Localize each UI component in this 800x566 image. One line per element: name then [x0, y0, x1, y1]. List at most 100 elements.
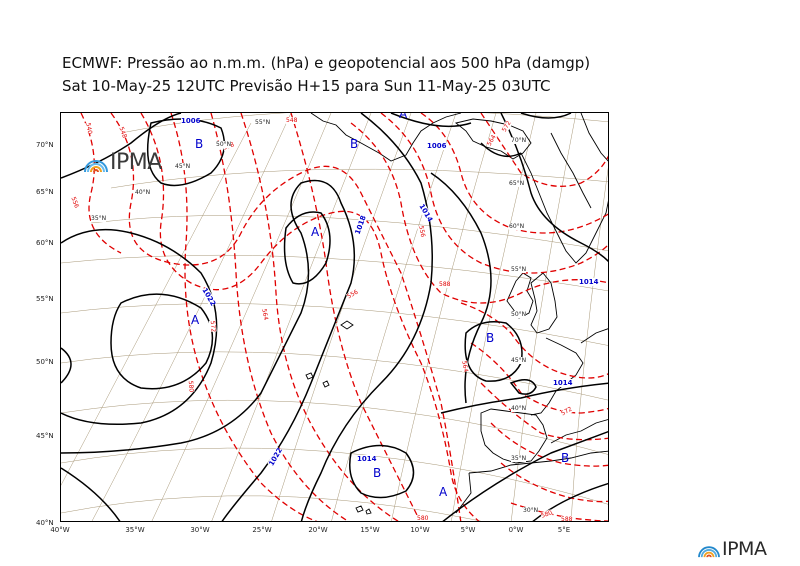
logo-text: IPMA: [110, 150, 162, 175]
geopotential-isoline: [350, 122, 608, 304]
pressure-center-low: B: [373, 466, 382, 480]
parallel-line: [120, 113, 608, 134]
isobar-line: [61, 347, 72, 384]
meridian-line: [271, 113, 412, 521]
geopotential-isoline: [80, 113, 122, 254]
isobar-label: 1014: [553, 379, 573, 387]
greenland-coast: [310, 113, 462, 162]
meridian-line: [451, 113, 537, 521]
lon-tick: 0°W: [508, 526, 524, 534]
weather-map: 1006 1014 1014 1014 1018 1022 1022 1006 …: [60, 112, 609, 522]
isobar-line: [509, 379, 537, 395]
parallel-line: [61, 495, 482, 521]
parallel-line: [61, 254, 608, 292]
geopotential-label: 548: [286, 117, 298, 124]
geopotential-isoline: [380, 113, 608, 274]
meridian-line: [331, 113, 457, 521]
isobar-line: [442, 430, 608, 521]
geopotential-isoline: [420, 113, 608, 234]
pressure-center-low: B: [486, 331, 495, 345]
grid-label-lat: 30°N: [523, 507, 539, 514]
grid-label-lat: 55°N: [511, 266, 527, 273]
scandinavia-coast: [520, 113, 608, 264]
grid-label-lat: 35°N: [511, 455, 527, 462]
grid-label-lat: 50°N: [216, 141, 232, 148]
europe-west-coast: [530, 328, 608, 416]
isobar-line: [480, 142, 522, 158]
lon-tick: 5°E: [557, 526, 571, 534]
grid-label-lat: 50°N: [511, 311, 527, 318]
isobar-line: [61, 228, 218, 425]
meridian-line: [510, 113, 577, 521]
meridian-line: [61, 122, 252, 486]
pressure-center-high: A: [399, 112, 408, 121]
isobar-label: 1006: [427, 142, 447, 150]
isobar-label: 1006: [181, 117, 201, 125]
geopotential-isoline: [170, 113, 318, 521]
meridian-line: [211, 113, 372, 521]
map-subtitle: Sat 10-May-25 12UTC Previsão H+15 para S…: [62, 77, 551, 95]
geopotential-isoline: [290, 113, 421, 521]
isobar-line: [300, 113, 433, 521]
isobar-label: 1014: [357, 455, 377, 463]
meridian-line: [570, 167, 608, 521]
graticule: [61, 113, 608, 521]
isobar-line: [520, 113, 572, 119]
pressure-center-low: B: [350, 137, 359, 151]
pressure-center-high: A: [439, 485, 448, 499]
isobar-line: [440, 382, 608, 414]
geopotential-label: 572: [208, 320, 217, 333]
geopotential-label: 580: [186, 380, 195, 393]
geopotential-isoline: [490, 422, 608, 467]
grid-label-lat: 40°N: [135, 189, 151, 196]
parallel-line: [61, 303, 608, 346]
geopotential-isoline: [240, 113, 400, 521]
lon-tick: 35°W: [125, 526, 145, 534]
grid-label-lat: 45°N: [175, 163, 191, 170]
lat-tick: 50°N: [36, 358, 54, 366]
parallel-line: [110, 168, 608, 189]
lon-tick: 5°W: [460, 526, 476, 534]
parallel-line: [90, 214, 608, 252]
geopotential-isoline: [470, 342, 608, 414]
meridian-line: [391, 113, 497, 521]
grid-label-lat: 45°N: [511, 357, 527, 364]
logo-text: IPMA: [722, 538, 767, 560]
grid-label-lat: 70°N: [511, 137, 527, 144]
isobar-line: [349, 444, 415, 499]
isobar-line: [61, 179, 356, 521]
iceland-coast: [454, 118, 532, 160]
map-title: ECMWF: Pressão ao n.m.m. (hPa) e geopote…: [62, 54, 591, 72]
meridian-line: [151, 113, 332, 521]
grid-label-lat: 35°N: [91, 215, 107, 222]
geopotential-label: 588: [561, 516, 573, 522]
isobar-line: [61, 467, 121, 521]
geopotential-isoline: [140, 113, 480, 521]
lat-tick: 40°N: [36, 519, 54, 527]
north-africa-coast: [455, 450, 608, 514]
ipma-logo-icon: [698, 546, 720, 558]
parallel-line: [61, 351, 608, 401]
ipma-logo-watermark: IPMA: [82, 150, 162, 175]
isobar-label: 1014: [579, 278, 599, 286]
geopotential-isoline: [480, 113, 608, 187]
grid-label-lat: 40°N: [511, 405, 527, 412]
lon-tick: 40°W: [50, 526, 70, 534]
meridian-line: [91, 113, 292, 521]
lat-tick: 70°N: [36, 141, 54, 149]
lon-tick: 15°W: [360, 526, 380, 534]
pressure-center-high: A: [311, 225, 320, 239]
lat-tick: 55°N: [36, 295, 54, 303]
geopotential-isoline: [210, 113, 350, 521]
isobar-line: [500, 113, 608, 263]
isobar-line: [532, 482, 608, 521]
lat-tick: 45°N: [36, 432, 54, 440]
isobar-line: [61, 113, 182, 179]
pressure-center-high: A: [191, 313, 200, 327]
lat-tick: 65°N: [36, 188, 54, 196]
grid-label-lat: 55°N: [255, 119, 271, 126]
isobar-line: [110, 293, 214, 390]
ipma-logo-icon: [84, 159, 108, 172]
lon-tick: 10°W: [410, 526, 430, 534]
lon-tick: 30°W: [190, 526, 210, 534]
